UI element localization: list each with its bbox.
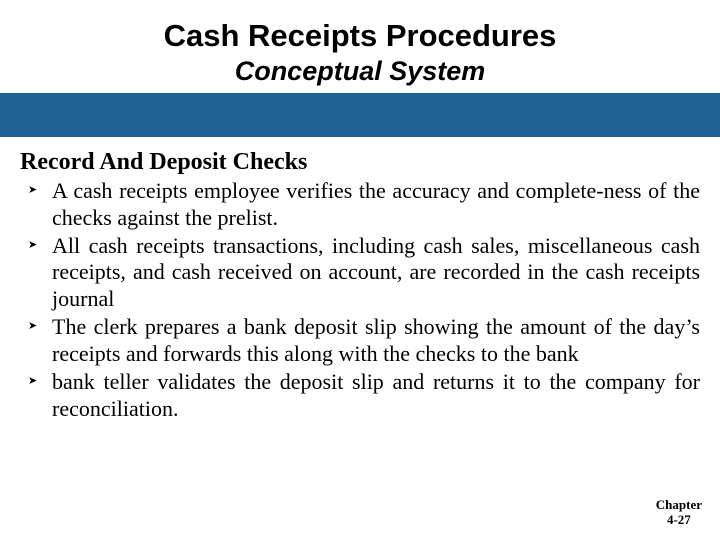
footer-line1: Chapter [656,498,702,513]
footer-line2: 4-27 [656,513,702,528]
list-item: bank teller validates the deposit slip a… [20,369,700,423]
content-area: Record And Deposit Checks A cash receipt… [0,137,720,422]
list-item: The clerk prepares a bank deposit slip s… [20,314,700,368]
list-item: A cash receipts employee verifies the ac… [20,178,700,232]
footer: Chapter 4-27 [656,498,702,528]
section-heading: Record And Deposit Checks [20,149,700,176]
slide: Cash Receipts Procedures Conceptual Syst… [0,0,720,540]
slide-title: Cash Receipts Procedures [0,18,720,54]
slide-subtitle: Conceptual System [0,56,720,87]
list-item: All cash receipts transactions, includin… [20,233,700,313]
bullet-list: A cash receipts employee verifies the ac… [20,178,700,422]
title-block: Cash Receipts Procedures Conceptual Syst… [0,0,720,87]
divider-bar [0,93,720,137]
